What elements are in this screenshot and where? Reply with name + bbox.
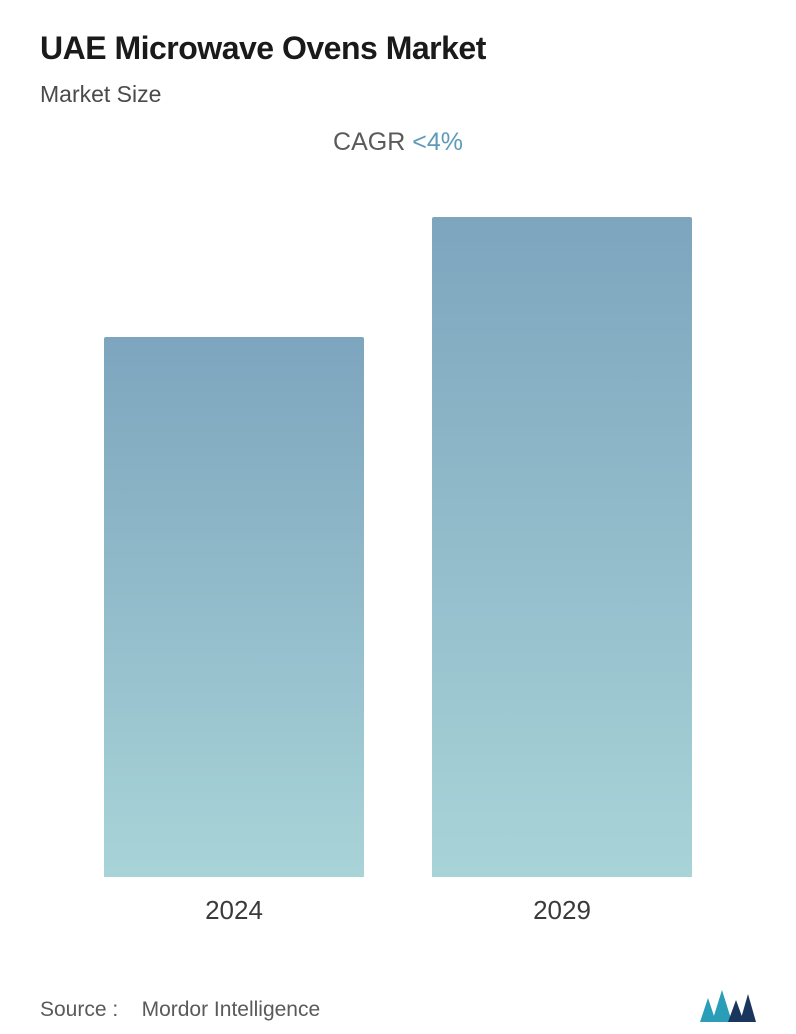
chart-container: UAE Microwave Ovens Market Market Size C… — [0, 0, 796, 1034]
source-name: Mordor Intelligence — [142, 998, 321, 1021]
chart-title: UAE Microwave Ovens Market — [40, 30, 756, 67]
source-text: Source : Mordor Intelligence — [40, 998, 320, 1022]
bar-2024 — [104, 337, 364, 877]
cagr-line: CAGR <4% — [40, 128, 756, 157]
chart-subtitle: Market Size — [40, 81, 756, 108]
bar-label-2029: 2029 — [533, 895, 591, 926]
bar-label-2024: 2024 — [205, 895, 263, 926]
cagr-value: <4% — [412, 128, 463, 156]
chart-area: 2024 2029 — [40, 167, 756, 926]
bar-group-2024: 2024 — [104, 337, 364, 926]
cagr-label: CAGR — [333, 128, 405, 156]
logo-icon — [700, 986, 756, 1022]
bar-2029 — [432, 217, 692, 877]
bar-group-2029: 2029 — [432, 217, 692, 926]
footer: Source : Mordor Intelligence — [40, 966, 756, 1022]
source-label: Source : — [40, 998, 118, 1021]
